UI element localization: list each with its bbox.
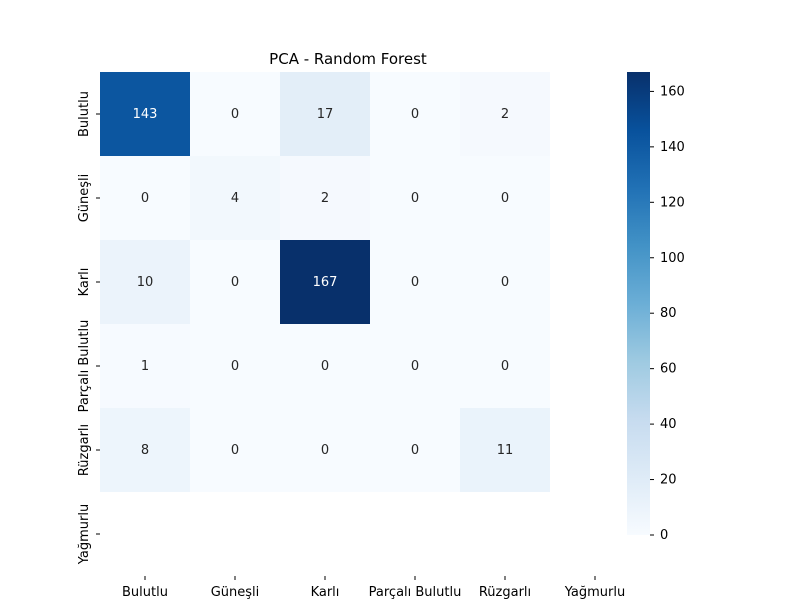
heatmap-cell	[280, 240, 370, 324]
heatmap-cell	[460, 408, 550, 492]
heatmap-cell	[370, 72, 460, 156]
heatmap-cell	[280, 156, 370, 240]
colorbar-tick-label: 100	[660, 251, 685, 266]
x-axis: Bulutlu Güneşli Karlı Parçalı Bulutlu Rüzgar…	[122, 576, 625, 600]
x-tick-label: Güneşli	[211, 585, 260, 600]
chart-title: PCA - Random Forest	[269, 50, 427, 68]
colorbar-tick-label: 160	[660, 84, 685, 99]
cell-value-label: 0	[411, 359, 419, 374]
heatmap-cell	[280, 408, 370, 492]
y-tick-label: Güneşli	[77, 174, 92, 223]
heatmap-cell	[370, 240, 460, 324]
cell-value-label: 0	[501, 275, 509, 290]
cell-value-label: 0	[141, 191, 149, 206]
cell-value-label: 0	[321, 359, 329, 374]
cell-value-label: 0	[411, 275, 419, 290]
cell-value-label: 143	[133, 107, 158, 122]
colorbar-gradient	[627, 72, 650, 535]
y-tick-label: Parçalı Bulutlu	[77, 320, 92, 413]
cell-value-label: 10	[137, 275, 154, 290]
cell-value-label: 0	[321, 443, 329, 458]
colorbar-tick-label: 120	[660, 195, 685, 210]
x-tick-label: Karlı	[311, 585, 340, 600]
heatmap-cell	[370, 324, 460, 408]
heatmap-cell	[100, 72, 190, 156]
y-tick-label: Bulutlu	[77, 91, 92, 137]
heatmap-cell	[190, 72, 280, 156]
cell-value-label: 17	[317, 107, 334, 122]
cell-value-label: 0	[231, 275, 239, 290]
y-tick-label: Yağmurlu	[77, 504, 92, 565]
cell-value-label: 2	[501, 107, 509, 122]
cell-value-label: 8	[141, 443, 149, 458]
y-tick-label: Rüzgarlı	[77, 424, 92, 476]
heatmap-cell	[460, 240, 550, 324]
heatmap-cell	[280, 324, 370, 408]
heatmap-cell	[460, 72, 550, 156]
heatmap-cell	[190, 408, 280, 492]
cell-value-label: 0	[231, 359, 239, 374]
colorbar-tick-label: 60	[660, 362, 677, 377]
x-tick-label: Yağmurlu	[564, 585, 625, 600]
heatmap-cell	[370, 408, 460, 492]
heatmap-cell	[190, 156, 280, 240]
x-tick-label: Rüzgarlı	[479, 585, 531, 600]
colorbar-tick-label: 20	[660, 473, 677, 488]
x-tick-label: Bulutlu	[122, 585, 168, 600]
heatmap-cell	[280, 72, 370, 156]
cell-value-label: 4	[231, 191, 239, 206]
colorbar-tick-label: 40	[660, 417, 677, 432]
heatmap-cell	[100, 156, 190, 240]
cell-value-label: 0	[411, 443, 419, 458]
cell-value-label: 0	[501, 191, 509, 206]
y-tick-label: Karlı	[77, 268, 92, 297]
heatmap-cell	[370, 156, 460, 240]
cell-value-label: 2	[321, 191, 329, 206]
colorbar: 0 20 40 60 80 100 120 140 160	[627, 72, 685, 543]
cell-value-label: 0	[231, 443, 239, 458]
cell-value-label: 167	[313, 275, 338, 290]
heatmap-cells	[100, 72, 550, 492]
heatmap-cell	[460, 324, 550, 408]
cell-value-label: 11	[497, 443, 514, 458]
heatmap-cell	[100, 324, 190, 408]
cell-value-label: 0	[231, 107, 239, 122]
colorbar-tick-label: 0	[660, 528, 668, 543]
cell-value-label: 0	[411, 107, 419, 122]
colorbar-tick-label: 80	[660, 306, 677, 321]
cell-value-label: 0	[411, 191, 419, 206]
heatmap-cell	[190, 324, 280, 408]
cell-value-label: 0	[501, 359, 509, 374]
heatmap-cell	[190, 240, 280, 324]
heatmap-cell	[100, 408, 190, 492]
heatmap-cell	[460, 156, 550, 240]
colorbar-tick-label: 140	[660, 140, 685, 155]
cell-value-label: 1	[141, 359, 149, 374]
heatmap-cell	[100, 240, 190, 324]
heatmap-cell-labels: 143 0 17 0 20 4 2 0 010 0 167 0 01 0 0 0 08 0 0 0 11	[133, 107, 514, 458]
x-tick-label: Parçalı Bulutlu	[369, 585, 462, 600]
y-axis: Bulutlu Güneşli Karlı Parçalı Bulutlu Rüzgar…	[77, 91, 100, 565]
